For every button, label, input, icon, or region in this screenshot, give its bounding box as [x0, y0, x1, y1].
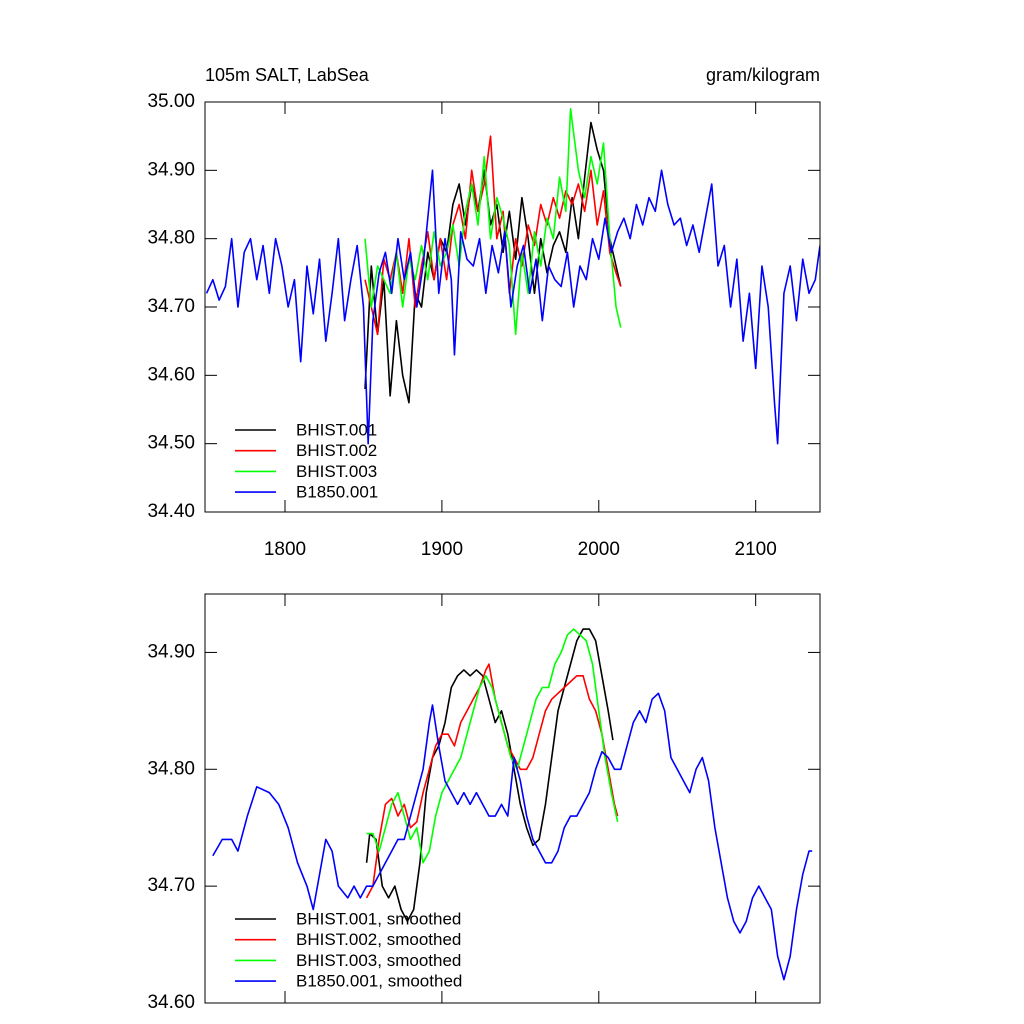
plot-frame [204, 593, 821, 1004]
y-tick-label: 34.40 [147, 501, 195, 522]
x-tick-label: 1800 [264, 539, 306, 560]
legend-label: BHIST.001 [296, 420, 377, 439]
legend-label: BHIST.003, smoothed [296, 951, 461, 970]
series-line [365, 663, 619, 899]
y-tick-label: 34.90 [147, 641, 195, 662]
y-tick-label: 34.80 [147, 228, 195, 249]
plot-frame [204, 101, 821, 513]
y-tick-label: 34.60 [147, 992, 195, 1013]
legend-label: B1850.001, smoothed [296, 972, 462, 991]
plot-area [205, 108, 820, 445]
series-line [212, 692, 813, 981]
y-tick-label: 34.50 [147, 433, 195, 454]
series-line [205, 169, 820, 445]
y-tick-label: 34.60 [147, 364, 195, 385]
x-tick-label: 1900 [421, 539, 463, 560]
y-tick-label: 35.00 [147, 91, 195, 112]
legend-label: BHIST.003 [296, 462, 377, 481]
y-tick-label: 34.90 [147, 159, 195, 180]
series-line [365, 628, 614, 922]
units-label: gram/kilogram [706, 65, 820, 85]
plot-area [212, 628, 813, 981]
x-tick-label: 2000 [578, 539, 620, 560]
legend-label: BHIST.002, smoothed [296, 930, 461, 949]
series-line [366, 628, 619, 864]
legend-label: B1850.001 [296, 483, 378, 502]
legend-label: BHIST.001, smoothed [296, 909, 461, 928]
chart-title: 105m SALT, LabSea [205, 65, 370, 85]
y-tick-label: 34.70 [147, 296, 195, 317]
x-tick-label: 2100 [735, 539, 777, 560]
legend-label: BHIST.002 [296, 441, 377, 460]
y-tick-label: 34.80 [147, 758, 195, 779]
series-line [364, 135, 622, 336]
series-line [364, 108, 622, 336]
y-tick-label: 34.70 [147, 875, 195, 896]
